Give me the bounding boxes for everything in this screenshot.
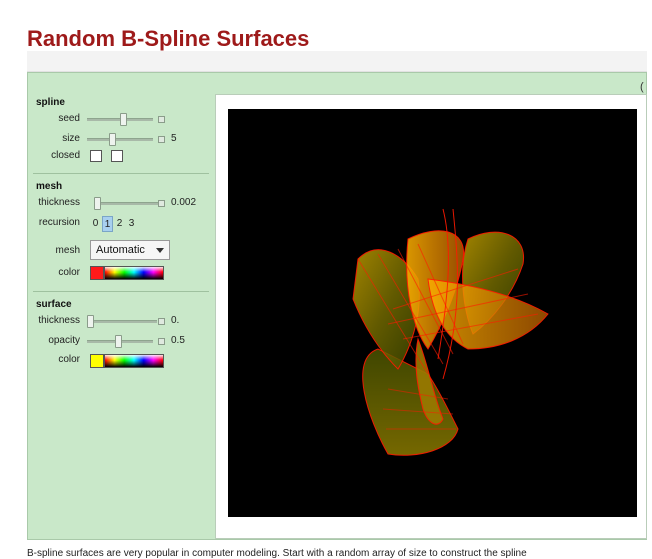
seed-slider[interactable]	[87, 113, 153, 126]
size-slider-track	[87, 138, 153, 141]
size-slider-thumb[interactable]	[109, 133, 116, 146]
opacity-label: opacity	[48, 335, 80, 346]
recursion-option-3[interactable]: 3	[128, 218, 135, 229]
mesh-dropdown[interactable]: Automatic	[90, 240, 170, 260]
surface-section-title: surface	[36, 299, 72, 310]
section-divider	[33, 173, 209, 174]
surface-thickness-value: 0.	[171, 315, 180, 326]
mesh-color-label: color	[58, 267, 80, 278]
opacity-slider-thumb[interactable]	[115, 335, 122, 348]
seed-label: seed	[58, 113, 80, 124]
recursion-option-2[interactable]: 2	[116, 218, 123, 229]
opacity-slider[interactable]	[87, 335, 153, 348]
opacity-expand-icon[interactable]	[158, 338, 165, 345]
chevron-down-icon	[156, 248, 164, 253]
recursion-label: recursion	[38, 217, 80, 228]
recursion-option-1[interactable]: 1	[102, 216, 113, 232]
description-text: B-spline surfaces are very popular in co…	[27, 548, 527, 559]
size-slider[interactable]	[87, 133, 153, 146]
controls-panel: spline seed size 5 closed mesh thickness…	[28, 73, 213, 539]
mesh-thickness-expand-icon[interactable]	[158, 200, 165, 207]
mesh-dropdown-value: Automatic	[96, 244, 145, 256]
mesh-thickness-slider[interactable]	[94, 197, 164, 210]
closed-u-checkbox[interactable]	[90, 150, 102, 162]
options-corner-button[interactable]: (	[640, 81, 644, 93]
mesh-section-title: mesh	[36, 181, 63, 192]
mesh-color-swatch[interactable]	[90, 266, 104, 280]
mesh-thickness-value: 0.002	[171, 197, 197, 208]
mesh-thickness-track	[94, 202, 164, 205]
surface-color-label: color	[58, 354, 80, 365]
page-title: Random B-Spline Surfaces	[27, 26, 310, 51]
surface-color-picker[interactable]	[104, 354, 164, 368]
spline-section-title: spline	[36, 97, 65, 108]
size-value: 5	[171, 133, 177, 144]
surface-thickness-track	[87, 320, 157, 323]
size-label: size	[62, 133, 80, 144]
mesh-style-label: mesh	[55, 245, 80, 256]
manipulate-panel: ( spline seed size 5 closed mesh thickne…	[27, 72, 647, 540]
surface-thickness-label: thickness	[38, 315, 80, 326]
surface-thickness-expand-icon[interactable]	[158, 318, 165, 325]
graphic-frame	[215, 94, 647, 539]
toolbar-strip	[27, 51, 647, 72]
mesh-thickness-label: thickness	[38, 197, 80, 208]
surface-color-swatch[interactable]	[90, 354, 104, 368]
size-expand-icon[interactable]	[158, 136, 165, 143]
surface-thickness-slider[interactable]	[87, 315, 157, 328]
mesh-thickness-thumb[interactable]	[94, 197, 101, 210]
recursion-setter-bar: 0 1 2 3	[90, 216, 138, 232]
surface-thickness-thumb[interactable]	[87, 315, 94, 328]
mesh-color-picker[interactable]	[104, 266, 164, 280]
opacity-value: 0.5	[171, 335, 185, 346]
surface-3d-view[interactable]	[228, 109, 637, 517]
closed-label: closed	[51, 150, 80, 161]
closed-v-checkbox[interactable]	[111, 150, 123, 162]
seed-slider-thumb[interactable]	[120, 113, 127, 126]
bspline-surface-graphic	[352, 208, 549, 456]
seed-expand-icon[interactable]	[158, 116, 165, 123]
recursion-option-0[interactable]: 0	[92, 218, 99, 229]
section-divider	[33, 291, 209, 292]
